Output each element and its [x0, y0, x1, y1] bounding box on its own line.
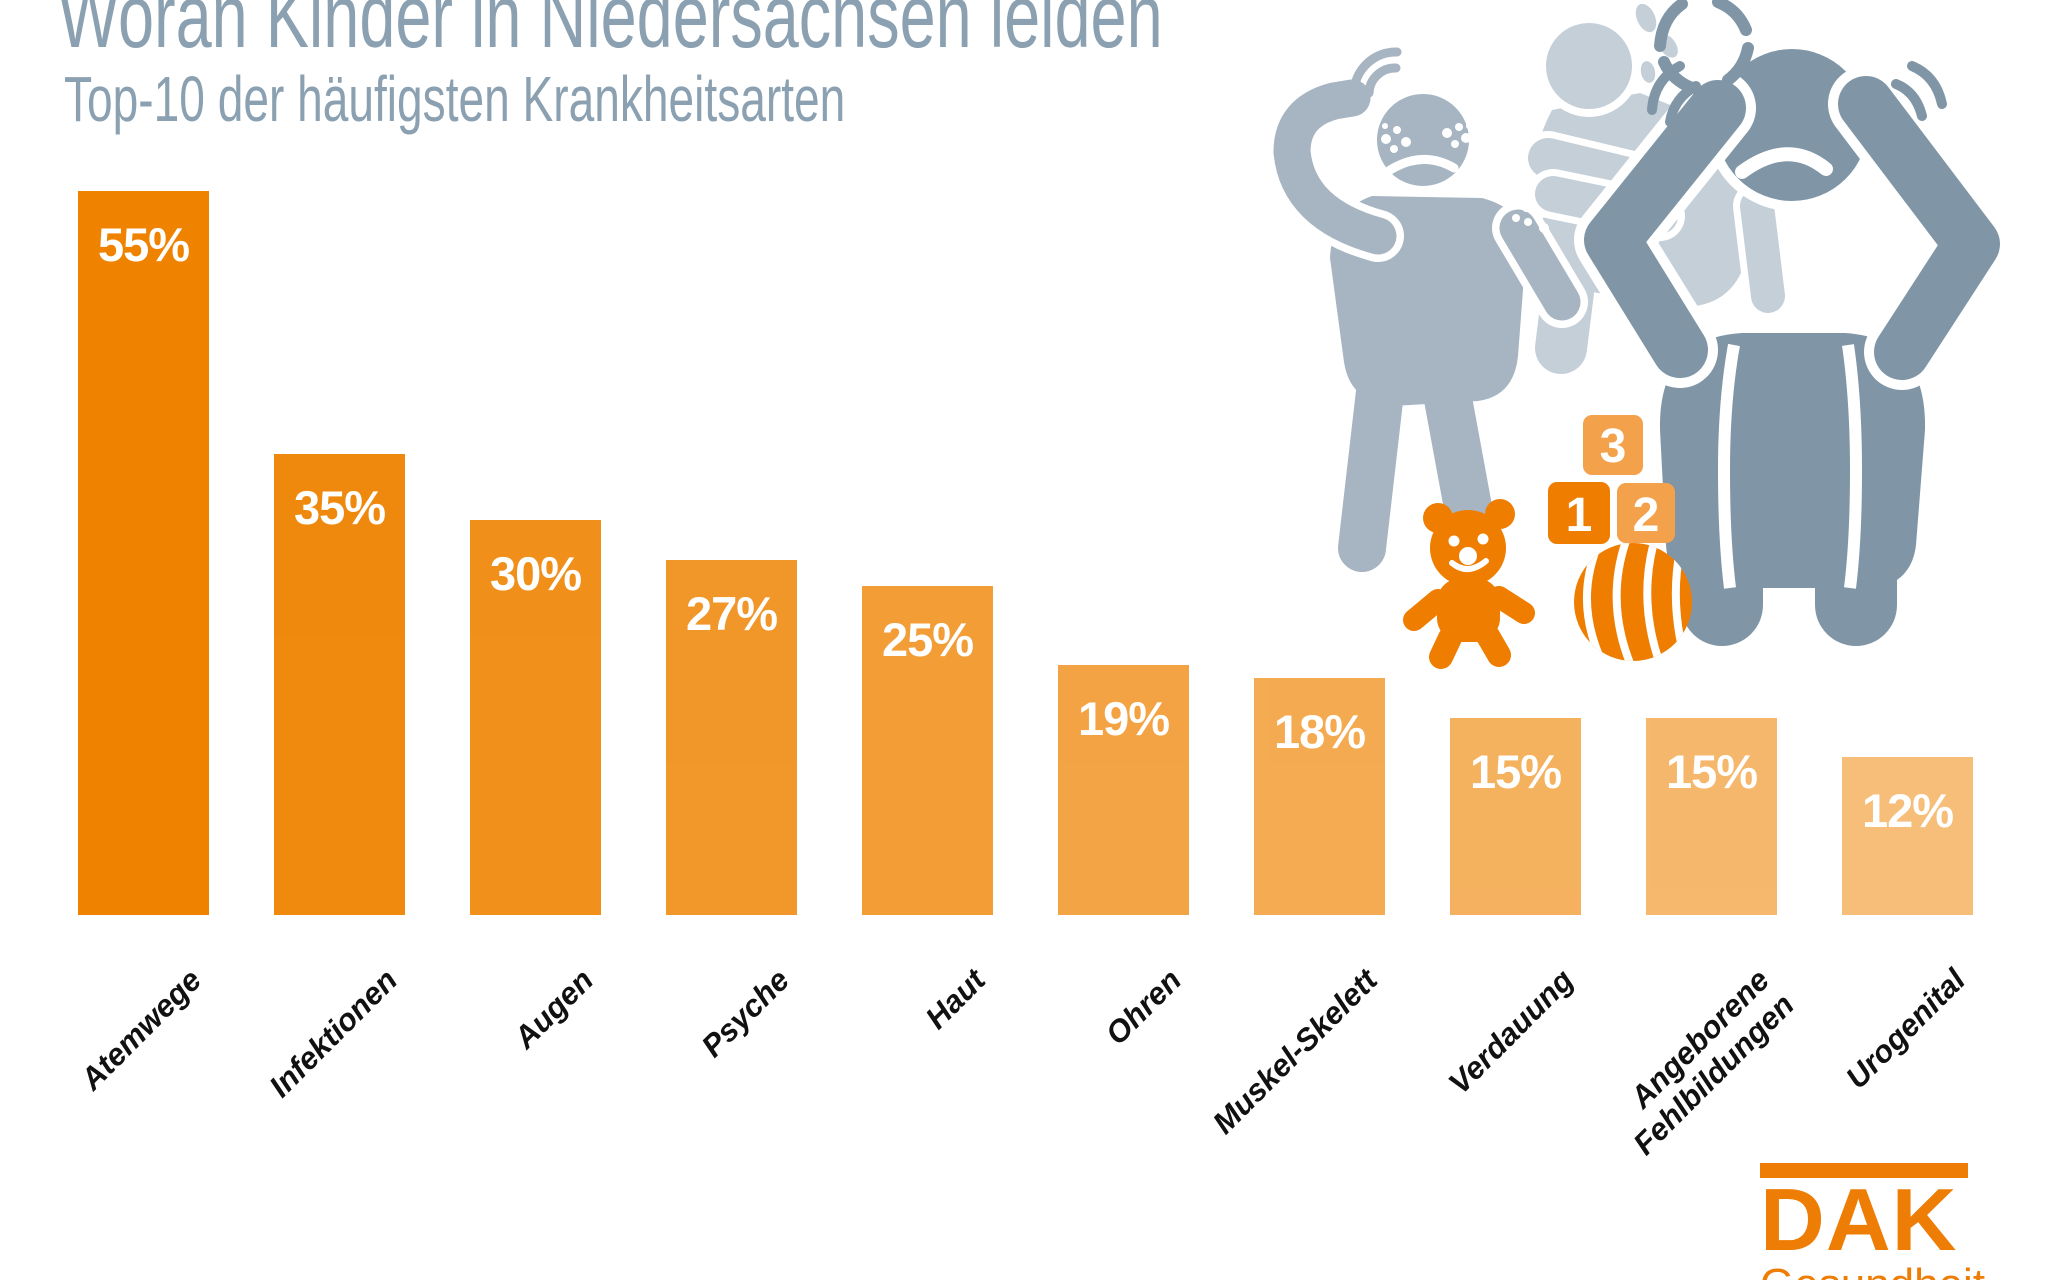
bar-value-label: 30%	[489, 547, 582, 600]
bar-value-label: 15%	[1469, 745, 1562, 798]
bar-ohren: 19%	[1058, 665, 1189, 915]
anger-symbol-icon	[1654, 0, 1754, 94]
child-itching-icon	[1265, 47, 1588, 572]
bar-angeborene-fehlbildungen: 15%	[1646, 718, 1777, 915]
teddy-bear-icon	[1403, 499, 1535, 669]
bar-psyche: 27%	[666, 560, 797, 915]
bar-value-label: 27%	[685, 587, 778, 640]
dak-logo-bar	[1760, 1163, 1968, 1178]
bar-atemwege: 55%	[78, 191, 209, 915]
block-number: 3	[1600, 420, 1627, 473]
bar-value-label: 18%	[1273, 705, 1366, 758]
block-number: 1	[1566, 489, 1593, 542]
page-title: Woran Kinder in Niedersachsen leiden	[58, 0, 1163, 67]
stomach-child-head	[1538, 15, 1640, 117]
dak-logo-brand: DAK	[1760, 1170, 1958, 1269]
bar-value-label: 35%	[293, 481, 386, 534]
bar-value-label: 19%	[1077, 692, 1170, 745]
shake-arcs-icon	[1349, 47, 1402, 98]
page-subtitle: Top-10 der häufigsten Krankheitsarten	[64, 63, 846, 135]
bar-augen: 30%	[470, 520, 601, 915]
bar-urogenital: 12%	[1842, 757, 1973, 915]
bar-haut: 25%	[862, 586, 993, 915]
dak-logo-tagline: Gesundheit	[1760, 1262, 1985, 1280]
bar-verdauung: 15%	[1450, 718, 1581, 915]
child-headache-icon	[1574, 0, 2010, 646]
bar-value-label: 15%	[1665, 745, 1758, 798]
bar-muskel-skelett: 18%	[1254, 678, 1385, 915]
bar-value-label: 25%	[881, 613, 974, 666]
dak-logo: DAK Gesundheit	[1760, 1163, 1985, 1280]
itch-rash-dots	[1381, 123, 1549, 233]
number-blocks-icon: 3 1 2	[1548, 415, 1675, 544]
bar-value-label: 55%	[97, 218, 190, 271]
block-number: 2	[1633, 489, 1660, 542]
bar-value-label: 12%	[1861, 784, 1954, 837]
bar-infektionen: 35%	[274, 454, 405, 915]
